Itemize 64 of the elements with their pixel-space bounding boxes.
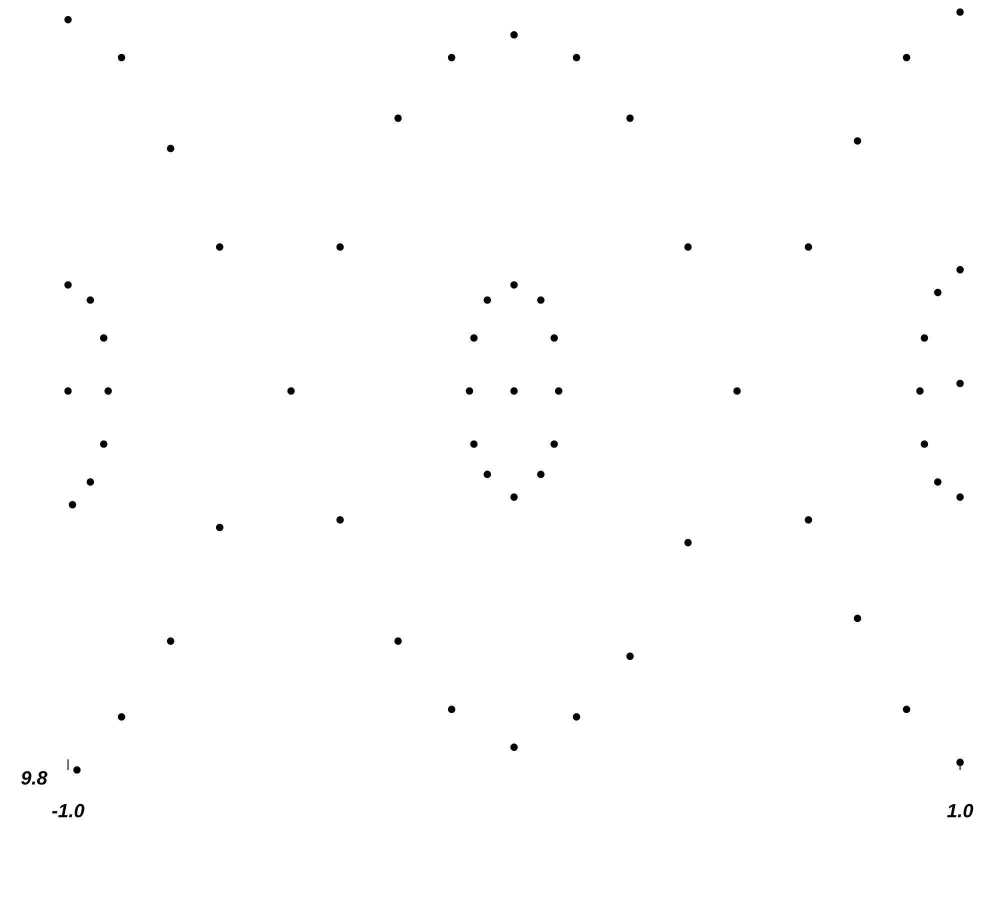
point <box>572 54 580 62</box>
point <box>550 334 558 342</box>
point <box>166 144 174 152</box>
point <box>920 440 928 448</box>
point <box>466 387 474 395</box>
point <box>448 54 456 62</box>
point <box>68 500 76 508</box>
point <box>104 387 112 395</box>
point <box>100 440 108 448</box>
point <box>73 766 81 774</box>
point <box>934 288 942 296</box>
point <box>216 524 224 532</box>
x-tick-label: -1.0 <box>52 804 84 818</box>
point <box>804 516 812 524</box>
point <box>572 713 580 721</box>
point <box>684 538 692 546</box>
point <box>902 54 910 62</box>
point <box>118 54 126 62</box>
point <box>336 243 344 251</box>
point <box>86 478 94 486</box>
point <box>626 114 634 122</box>
point <box>470 334 478 342</box>
point <box>956 758 964 766</box>
point <box>510 31 518 39</box>
point <box>956 493 964 501</box>
point <box>956 380 964 388</box>
point <box>510 744 518 751</box>
point <box>484 470 492 478</box>
point <box>626 652 634 660</box>
point <box>216 243 224 251</box>
point <box>118 713 126 721</box>
point <box>854 137 862 145</box>
point <box>64 387 72 395</box>
point <box>394 637 402 645</box>
point <box>166 637 174 645</box>
point <box>537 470 545 478</box>
point <box>470 440 478 448</box>
point <box>684 243 692 251</box>
point <box>484 296 492 304</box>
point <box>336 516 344 524</box>
point <box>854 614 862 622</box>
point <box>510 281 518 289</box>
point <box>956 8 964 16</box>
point <box>394 114 402 122</box>
point <box>100 334 108 342</box>
point <box>537 296 545 304</box>
point <box>510 387 518 395</box>
point <box>550 440 558 448</box>
point <box>934 478 942 486</box>
point <box>287 387 295 395</box>
point <box>733 387 741 395</box>
point <box>920 334 928 342</box>
point <box>448 706 456 714</box>
point <box>510 493 518 501</box>
point <box>956 266 964 274</box>
point <box>916 387 924 395</box>
point <box>554 387 562 395</box>
x-tick-label: 1.0 <box>947 804 974 818</box>
point <box>804 243 812 251</box>
point <box>902 706 910 714</box>
point <box>64 281 72 289</box>
text: 9.8 <box>21 771 48 785</box>
point <box>64 16 72 24</box>
point <box>86 296 94 304</box>
